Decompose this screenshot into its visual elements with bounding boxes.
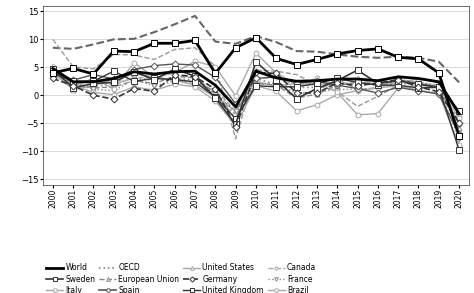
Legend: World, Sweden, Italy, China, OECD, European Union, Spain, India, United States, : World, Sweden, Italy, China, OECD, Europ…	[46, 263, 334, 293]
